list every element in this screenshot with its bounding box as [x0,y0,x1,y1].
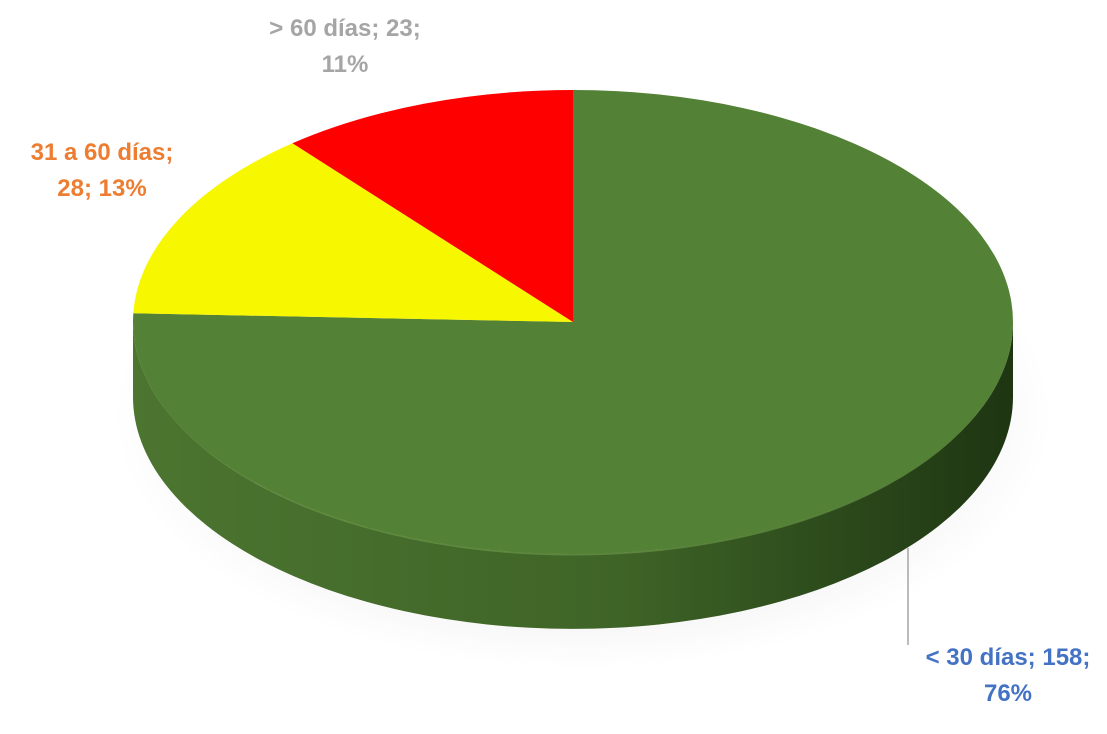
pie-slice-31-a-60-dias [133,143,573,322]
data-label-gt-60-dias: > 60 días; 23; 11% [269,15,420,78]
pie-side-wall [133,322,1013,629]
pie-slice-gt-60-dias [292,90,573,322]
data-label-line: < 30 días; 158; [926,644,1091,671]
data-label-line: 11% [322,51,369,78]
data-label-line: 28; 13% [57,175,146,202]
data-label-line: 76% [984,680,1032,707]
data-label-31-a-60-dias: 31 a 60 días; 28; 13% [31,139,174,202]
data-label-line: > 60 días; 23; [269,15,420,42]
data-label-lt-30-dias: < 30 días; 158; 76% [926,644,1091,707]
data-label-line: 31 a 60 días; [31,139,174,166]
